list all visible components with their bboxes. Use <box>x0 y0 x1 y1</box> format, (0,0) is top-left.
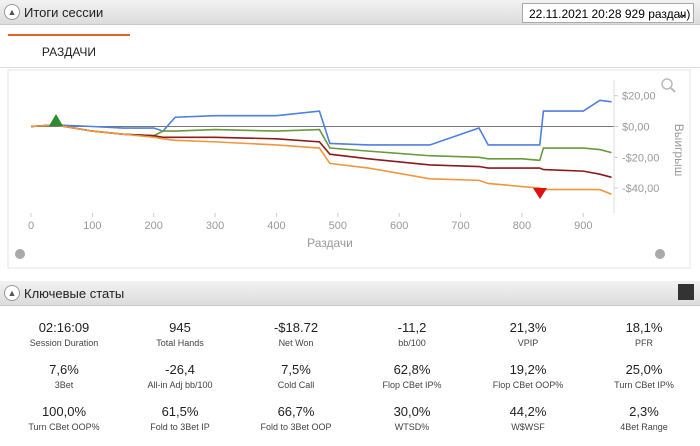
x-tick-label: 700 <box>451 220 469 232</box>
zoom-icon-handle <box>670 87 676 93</box>
stat: 100,0% Turn CBet OOP% <box>6 404 122 432</box>
stat-value: 61,5% <box>161 404 199 419</box>
dropdown-arrow: ⌄ <box>676 7 687 21</box>
x-axis-label: Раздачи <box>307 236 353 250</box>
stat: 02:16:09 Session Duration <box>6 320 122 348</box>
stat-label: Total Hands <box>156 338 204 348</box>
x-tick-label: 300 <box>206 220 224 232</box>
session-header: ▲ Итоги сессии 22.11.2021 20:28 929 разд… <box>0 0 700 25</box>
stat: 18,1% PFR <box>586 320 700 348</box>
stat-label: WTSD% <box>394 422 430 432</box>
stat-label: Net Won <box>278 338 314 348</box>
stat: -26,4 All-in Adj bb/100 <box>122 362 238 390</box>
stat-value: 25,0% <box>625 362 663 377</box>
stat-label: All-in Adj bb/100 <box>147 380 213 390</box>
y-tick-label: $20,00 <box>622 91 656 103</box>
stat-value: -11,2 <box>397 320 427 335</box>
stat-label: Turn CBet IP% <box>614 380 674 390</box>
stat-value: 44,2% <box>509 404 547 419</box>
x-tick-label: 500 <box>329 220 347 232</box>
best-marker <box>49 114 63 126</box>
stat-label: Session Duration <box>29 338 99 348</box>
x-tick-label: 600 <box>390 220 408 232</box>
stat: -11,2 bb/100 <box>354 320 470 348</box>
stat-value: 18,1% <box>625 320 663 335</box>
stat: 62,8% Flop CBet IP% <box>354 362 470 390</box>
stat-label: Cold Call <box>277 380 315 390</box>
stat-label: PFR <box>635 338 653 348</box>
x-tick-label: 200 <box>145 220 163 232</box>
stat-label: Turn CBet OOP% <box>28 422 100 432</box>
stat-value: 945 <box>169 320 191 335</box>
stat-label: Fold to 3Bet IP <box>150 422 210 432</box>
y-tick-label: $0,00 <box>622 121 650 133</box>
stat-label: W$WSF <box>511 422 545 432</box>
stat-label: Flop CBet OOP% <box>492 380 564 390</box>
stat-label: bb/100 <box>398 338 426 348</box>
collapse-button[interactable]: ▲ <box>4 4 20 20</box>
y-axis-label: Выигрыш <box>672 124 686 177</box>
stat: 945 Total Hands <box>122 320 238 348</box>
chart: Раздачи Выигрыш $20,00 $0,00 -$20,00 -$40,0… <box>7 69 691 269</box>
stat-label: VPIP <box>517 338 539 348</box>
stat: 7,5% Cold Call <box>238 362 354 390</box>
stat: 44,2% W$WSF <box>470 404 586 432</box>
stat-value: 100,0% <box>41 404 87 419</box>
stat-value: 2,3% <box>629 404 659 419</box>
stat: 25,0% Turn CBet IP% <box>586 362 700 390</box>
header-title: Итоги сессии <box>24 5 104 20</box>
stat: 19,2% Flop CBet OOP% <box>470 362 586 390</box>
stat-value: 02:16:09 <box>38 320 90 335</box>
stat: 30,0% WTSD% <box>354 404 470 432</box>
worst-marker <box>533 188 547 199</box>
stat-label: Fold to 3Bet OOP <box>260 422 332 432</box>
zoom-icon[interactable] <box>661 78 673 90</box>
stat: -$18.72 Net Won <box>238 320 354 348</box>
stat-value: 7,5% <box>281 362 311 377</box>
x-tick-label: 900 <box>574 220 592 232</box>
stat-value: 19,2% <box>509 362 547 377</box>
stat: 2,3% 4Bet Range <box>586 404 700 432</box>
y-tick-label: -$40,00 <box>622 183 659 195</box>
stats-title: Ключевые статы <box>24 286 125 301</box>
info-icon[interactable] <box>655 249 665 259</box>
chart-frame <box>7 69 691 269</box>
stat-value: 7,6% <box>49 362 79 377</box>
session-select[interactable]: 22.11.2021 20:28 929 раздач) ⌄ <box>522 3 694 23</box>
stats-header: ▲ Ключевые статы <box>0 281 700 306</box>
stat: 21,3% VPIP <box>470 320 586 348</box>
stat-label: 4Bet Range <box>620 422 668 432</box>
settings-icon[interactable] <box>15 249 25 259</box>
x-tick-label: 800 <box>513 220 531 232</box>
y-tick-label: -$20,00 <box>622 152 659 164</box>
session-select-text: 22.11.2021 20:28 929 раздач) <box>529 7 691 21</box>
stat-value: 21,3% <box>509 320 547 335</box>
stat-value: 30,0% <box>393 404 431 419</box>
x-tick-label: 0 <box>28 220 34 232</box>
stat-label: 3Bet <box>54 380 74 390</box>
stat: 7,6% 3Bet <box>6 362 122 390</box>
x-tick-label: 100 <box>83 220 101 232</box>
collapse-button[interactable]: ▲ <box>4 285 20 301</box>
tab-line <box>0 67 700 68</box>
layout-button[interactable] <box>678 284 694 300</box>
x-tick-label: 400 <box>267 220 285 232</box>
stat-value: -26,4 <box>165 362 195 377</box>
tab[interactable]: РАЗДАЧИ <box>8 34 130 68</box>
stat: 61,5% Fold to 3Bet IP <box>122 404 238 432</box>
stat-value: -$18.72 <box>273 320 319 335</box>
stat-label: Flop CBet IP% <box>382 380 442 390</box>
stat-value: 66,7% <box>277 404 315 419</box>
stat: 66,7% Fold to 3Bet OOP <box>238 404 354 432</box>
stat-value: 62,8% <box>393 362 431 377</box>
series-line <box>30 99 612 146</box>
